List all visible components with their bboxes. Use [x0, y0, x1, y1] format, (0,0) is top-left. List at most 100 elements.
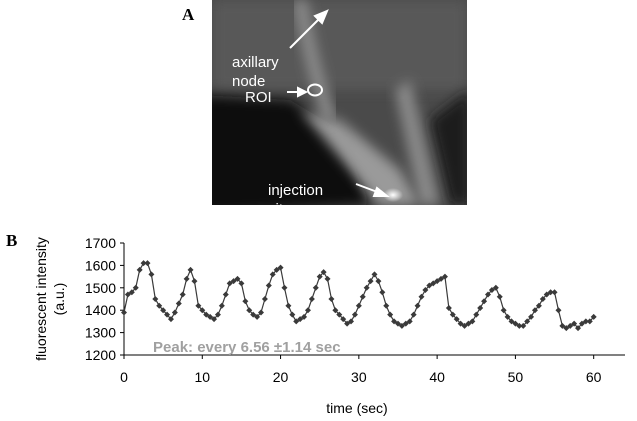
- marker: [371, 271, 378, 278]
- marker: [254, 313, 261, 320]
- arrows: [287, 9, 390, 197]
- marker: [289, 311, 296, 318]
- marker: [586, 318, 593, 325]
- marker: [516, 322, 523, 329]
- marker: [477, 304, 484, 311]
- marker: [332, 307, 339, 314]
- x-axis-title: time (sec): [326, 400, 387, 416]
- annotation: Peak: every 6.56 ±1.14 sec: [153, 339, 341, 356]
- marker: [351, 311, 358, 318]
- marker: [152, 296, 159, 302]
- plot: 1200 1300 1400 1500 1600 1700 0 10 20 30 40 50 60 tim…: [33, 235, 625, 416]
- marker: [430, 280, 437, 287]
- marker: [375, 278, 382, 285]
- marker: [140, 260, 147, 267]
- y-tick-label: 1200: [85, 347, 116, 363]
- y-tick-label: 1300: [85, 325, 116, 341]
- marker: [539, 296, 546, 302]
- marker: [500, 307, 507, 314]
- marker: [453, 316, 460, 323]
- marker: [281, 284, 288, 291]
- marker: [414, 302, 421, 309]
- marker: [520, 322, 527, 329]
- marker: [359, 293, 366, 300]
- injection-label: site: [268, 201, 291, 218]
- marker: [547, 289, 554, 296]
- marker: [156, 302, 163, 309]
- marker: [191, 278, 198, 285]
- marker: [199, 307, 206, 314]
- marker: [567, 322, 574, 329]
- marker: [387, 311, 394, 318]
- marker: [528, 313, 535, 320]
- marker: [575, 325, 582, 332]
- y-tick-label: 1700: [85, 235, 116, 251]
- marker: [261, 296, 268, 302]
- marker: [590, 313, 597, 320]
- marker: [265, 282, 272, 289]
- marker: [336, 311, 343, 318]
- marker: [301, 313, 308, 320]
- marker: [128, 289, 135, 296]
- marker: [465, 320, 472, 327]
- marker: [481, 298, 488, 305]
- marker: [187, 266, 194, 273]
- marker: [340, 316, 347, 323]
- marker: [485, 291, 492, 298]
- marker: [504, 313, 511, 320]
- roi-label: ROI: [245, 89, 272, 106]
- y-axis-title: (a.u.): [51, 283, 67, 316]
- marker: [391, 318, 398, 325]
- marker: [582, 318, 589, 325]
- marker: [308, 296, 315, 302]
- x-tick-label: 10: [194, 369, 210, 385]
- data-line: [123, 262, 595, 330]
- x-tick-label: 20: [273, 369, 289, 385]
- marker: [524, 318, 531, 325]
- marker: [250, 311, 257, 318]
- marker: [171, 309, 178, 316]
- marker: [132, 284, 139, 291]
- marker: [207, 313, 214, 320]
- marker: [160, 307, 167, 314]
- marker: [214, 311, 221, 318]
- y-tick-label: 1600: [85, 257, 116, 273]
- marker: [273, 266, 280, 273]
- node-label: axillary: [232, 54, 279, 71]
- marker: [394, 320, 401, 327]
- marker: [508, 318, 515, 325]
- marker: [488, 287, 495, 294]
- y-tick-label: 1500: [85, 280, 116, 296]
- marker: [422, 287, 429, 294]
- marker: [167, 316, 174, 323]
- marker: [195, 302, 202, 309]
- marker: [379, 289, 386, 296]
- marker: [222, 291, 229, 298]
- marker: [304, 307, 311, 314]
- marker: [398, 322, 405, 329]
- marker: [473, 311, 480, 318]
- marker: [551, 289, 558, 296]
- marker: [179, 291, 186, 298]
- marker: [496, 293, 503, 300]
- panel-label: A: [182, 5, 195, 24]
- marker: [312, 284, 319, 291]
- marker: [164, 311, 171, 318]
- marker: [320, 269, 327, 276]
- marker: [449, 311, 456, 318]
- marker: [136, 266, 143, 273]
- marker: [211, 316, 218, 323]
- injection-label: injection: [268, 182, 323, 199]
- node-label: node: [232, 73, 265, 90]
- roi-circle: [307, 83, 323, 97]
- x-tick-label: 50: [508, 369, 524, 385]
- marker: [441, 273, 448, 280]
- marker: [383, 302, 390, 309]
- marker: [578, 320, 585, 327]
- marker: [242, 298, 249, 305]
- marker: [445, 304, 452, 311]
- marker: [512, 320, 519, 327]
- micrograph: axillary node ROI injection site: [212, 0, 467, 218]
